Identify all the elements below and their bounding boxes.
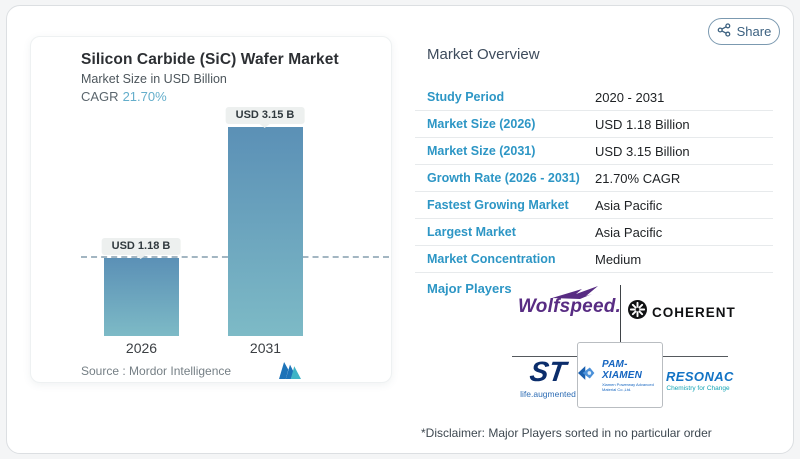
source-attribution: Source : Mordor Intelligence — [81, 364, 232, 378]
row-label: Fastest Growing Market — [427, 198, 569, 212]
coherent-wordmark: COHERENT — [652, 304, 736, 320]
row-value: USD 3.15 Billion — [595, 144, 690, 159]
major-players-label: Major Players — [427, 281, 512, 296]
table-row: Growth Rate (2026 - 2031) 21.70% CAGR — [415, 165, 773, 192]
table-row: Study Period 2020 - 2031 — [415, 84, 773, 111]
pam-xiamen-text: PAM-XIAMEN Xiamen Powerway Advanced Mate… — [602, 359, 662, 392]
table-row: Market Concentration Medium — [415, 246, 773, 273]
pam-xiamen-wordmark: PAM-XIAMEN — [602, 358, 643, 381]
resonac-tagline: Chemistry for Change — [666, 385, 730, 392]
row-value: Medium — [595, 252, 642, 267]
share-nodes-icon — [717, 23, 731, 40]
row-label: Market Concentration — [427, 252, 556, 266]
coherent-logo: COHERENT — [628, 300, 736, 324]
chart-subtitle: Market Size in USD Billion — [81, 72, 227, 86]
bar-2031 — [228, 127, 303, 336]
row-value: Asia Pacific — [595, 225, 663, 240]
chart-title: Silicon Carbide (SiC) Wafer Market — [81, 51, 339, 68]
cagr-label: CAGR — [81, 89, 119, 104]
pam-xiamen-arrow-icon — [578, 365, 598, 385]
table-row: Market Size (2031) USD 3.15 Billion — [415, 138, 773, 165]
market-chart-card: Silicon Carbide (SiC) Wafer Market Marke… — [30, 36, 392, 383]
st-tagline: life.augmented — [520, 389, 576, 399]
stmicroelectronics-logo: ST life.augmented — [518, 356, 578, 399]
pam-xiamen-logo: PAM-XIAMEN Xiamen Powerway Advanced Mate… — [577, 342, 663, 408]
share-button[interactable]: Share — [708, 18, 780, 45]
overview-heading: Market Overview — [427, 46, 540, 63]
row-label: Study Period — [427, 90, 505, 104]
bar-2026 — [104, 258, 179, 336]
row-label: Market Size (2031) — [427, 144, 536, 158]
chart-cagr: CAGR 21.70% — [81, 89, 167, 104]
share-button-label: Share — [736, 24, 772, 39]
table-row: Fastest Growing Market Asia Pacific — [415, 192, 773, 219]
table-row: Market Size (2026) USD 1.18 Billion — [415, 111, 773, 138]
row-label: Largest Market — [427, 225, 516, 239]
st-mark: ST — [528, 356, 569, 387]
x-tick-2031: 2031 — [249, 340, 282, 356]
value-label-2026: USD 1.18 B — [101, 238, 181, 255]
players-divider-vertical — [620, 285, 621, 342]
row-value: 21.70% CAGR — [595, 171, 681, 186]
row-label: Market Size (2026) — [427, 117, 536, 131]
x-tick-2026: 2026 — [125, 340, 158, 356]
value-label-2031: USD 3.15 B — [225, 107, 305, 124]
row-value: Asia Pacific — [595, 198, 663, 213]
bar-chart: USD 1.18 B USD 3.15 B — [31, 91, 393, 336]
resonac-logo: RESONAC Chemistry for Change — [666, 369, 734, 392]
wolfspeed-swoosh-icon — [552, 286, 604, 304]
overview-table: Study Period 2020 - 2031 Market Size (20… — [415, 84, 773, 273]
cagr-value: 21.70% — [122, 89, 167, 104]
row-value: 2020 - 2031 — [595, 90, 665, 105]
row-value: USD 1.18 Billion — [595, 117, 690, 132]
disclaimer-text: *Disclaimer: Major Players sorted in no … — [421, 426, 712, 440]
resonac-wordmark: RESONAC — [666, 369, 734, 384]
coherent-starburst-icon — [628, 300, 647, 324]
table-row: Largest Market Asia Pacific — [415, 219, 773, 246]
pam-xiamen-subtext: Xiamen Powerway Advanced Material Co.,Lt… — [602, 381, 654, 392]
mordor-intelligence-logo-icon — [279, 362, 301, 384]
wolfspeed-logo: Wolfspeed. — [518, 296, 621, 317]
row-label: Growth Rate (2026 - 2031) — [427, 171, 580, 185]
